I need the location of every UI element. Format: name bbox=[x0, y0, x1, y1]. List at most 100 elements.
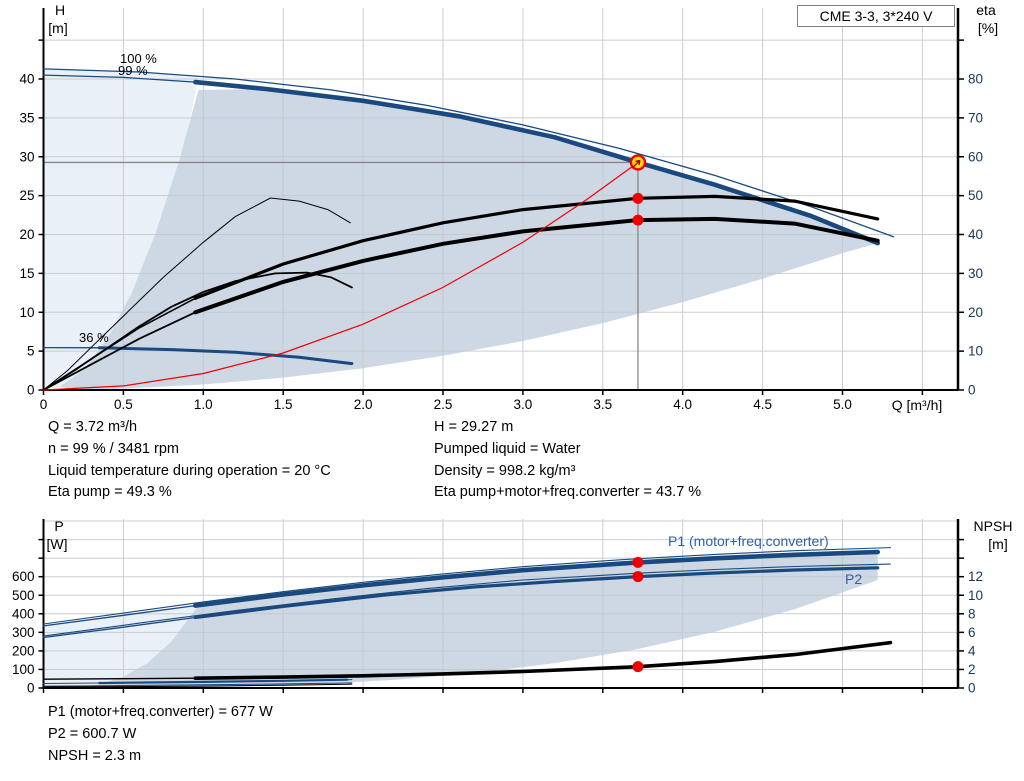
result-dot bbox=[632, 556, 644, 568]
svg-text:80: 80 bbox=[968, 72, 983, 87]
tick-labels: 0 0.5 1.0 1.5 2.0 2.5 3.0 3.5 4.0 4.5 5.0 0 5 10 15 20 2… bbox=[19, 72, 983, 413]
axes-frame bbox=[38, 519, 964, 693]
svg-text:10: 10 bbox=[968, 344, 983, 359]
p2-curve-36pct bbox=[43, 682, 353, 687]
tick-labels: 0 100 200 300 400 500 600 0 2 4 6 8 10 12 bbox=[12, 569, 983, 695]
p1-curve-36pct-preferred-range bbox=[98, 678, 349, 685]
info-line-eta-total: Eta pump+motor+freq.converter = 43.7 % bbox=[434, 484, 702, 501]
info-line-eta-pump: Eta pump = 49.3 % bbox=[48, 484, 172, 501]
gridlines bbox=[43, 519, 958, 688]
hq-curve-36pct-preferred-range bbox=[97, 346, 354, 366]
info-line-npsh: NPSH = 2.3 m bbox=[48, 747, 142, 764]
svg-text:12: 12 bbox=[968, 569, 983, 584]
curve-label: P1 (motor+freq.converter) bbox=[668, 533, 829, 549]
info-line-speed: n = 99 % / 3481 rpm bbox=[48, 440, 179, 457]
axis-label: P bbox=[54, 518, 63, 534]
eta-total-curve-99pct-preferred-range bbox=[193, 216, 880, 315]
svg-text:2.5: 2.5 bbox=[434, 397, 453, 412]
svg-text:0: 0 bbox=[40, 397, 48, 412]
svg-text:100: 100 bbox=[12, 662, 35, 677]
speed-range-light bbox=[43, 68, 199, 391]
svg-text:8: 8 bbox=[968, 606, 976, 621]
hq-curve-99pct-preferred-range bbox=[193, 79, 881, 246]
svg-text:25: 25 bbox=[19, 188, 34, 203]
svg-text:40: 40 bbox=[19, 72, 34, 87]
duty-arrow-icon bbox=[632, 159, 641, 168]
info-line-q: Q = 3.72 m³/h bbox=[48, 419, 138, 435]
curve-label: 100 % bbox=[120, 51, 157, 66]
result-dot bbox=[632, 661, 644, 673]
svg-text:4: 4 bbox=[968, 643, 976, 658]
svg-text:10: 10 bbox=[968, 588, 983, 603]
svg-text:20: 20 bbox=[19, 227, 34, 242]
svg-text:3.5: 3.5 bbox=[593, 397, 612, 412]
svg-text:70: 70 bbox=[968, 110, 983, 125]
duty-info-left: Q = 3.72 m³/h n = 99 % / 3481 rpm Liquid… bbox=[48, 417, 331, 504]
eta-pump-curve-99pct-preferred-range bbox=[193, 194, 880, 300]
svg-text:15: 15 bbox=[19, 266, 34, 281]
svg-text:3.0: 3.0 bbox=[514, 397, 533, 412]
axis-label: [m] bbox=[988, 536, 1007, 552]
axis-label: H bbox=[55, 2, 65, 18]
svg-text:2: 2 bbox=[968, 662, 976, 677]
power-npsh-chart: 0 100 200 300 400 500 600 0 2 4 6 8 10 12 P [W] NPSH [m] P… bbox=[12, 518, 1012, 696]
axis-label: [W] bbox=[47, 536, 68, 552]
svg-text:200: 200 bbox=[12, 643, 35, 658]
curve-label: 99 % bbox=[118, 63, 148, 78]
curve-label: 36 % bbox=[79, 330, 109, 345]
svg-text:300: 300 bbox=[12, 625, 35, 640]
info-line-p1: P1 (motor+freq.converter) = 677 W bbox=[48, 704, 273, 720]
svg-text:0.5: 0.5 bbox=[114, 397, 133, 412]
svg-text:600: 600 bbox=[12, 569, 35, 584]
svg-text:35: 35 bbox=[19, 110, 34, 125]
eta-pump-curve-36pct bbox=[43, 197, 351, 391]
p1-curve-99pct-preferred-range bbox=[193, 549, 881, 608]
result-dot bbox=[632, 214, 644, 226]
info-line-head: H = 29.27 m bbox=[434, 419, 514, 435]
info-line-density: Density = 998.2 kg/m³ bbox=[434, 462, 576, 479]
pump-title-box: CME 3-3, 3*240 V bbox=[797, 5, 955, 27]
svg-text:4.0: 4.0 bbox=[673, 397, 692, 412]
svg-text:0: 0 bbox=[968, 681, 976, 696]
p2-curve-99pct-preferred-range bbox=[193, 566, 880, 620]
svg-text:40: 40 bbox=[968, 227, 983, 242]
svg-text:50: 50 bbox=[968, 188, 983, 203]
svg-text:0: 0 bbox=[27, 383, 35, 398]
svg-text:30: 30 bbox=[968, 266, 983, 281]
power-info: P1 (motor+freq.converter) = 677 W P2 = 6… bbox=[48, 702, 273, 767]
info-line-temperature: Liquid temperature during operation = 20… bbox=[48, 462, 331, 479]
axis-label: [%] bbox=[978, 20, 998, 36]
npsh-curve-preferred-range bbox=[193, 640, 893, 681]
svg-text:400: 400 bbox=[12, 606, 35, 621]
svg-text:500: 500 bbox=[12, 588, 35, 603]
svg-text:60: 60 bbox=[968, 149, 983, 164]
svg-text:6: 6 bbox=[968, 625, 976, 640]
curve-label: P2 bbox=[845, 571, 862, 587]
hq-curve-100pct bbox=[42, 68, 895, 238]
npsh-curve-36pct bbox=[43, 683, 353, 688]
axis-label: NPSH bbox=[974, 518, 1013, 534]
svg-text:0: 0 bbox=[968, 383, 976, 398]
svg-text:5: 5 bbox=[27, 344, 35, 359]
p1-curve-100pct bbox=[42, 547, 891, 625]
svg-text:30: 30 bbox=[19, 149, 34, 164]
svg-text:0: 0 bbox=[27, 681, 35, 696]
svg-text:1.5: 1.5 bbox=[274, 397, 293, 412]
svg-text:10: 10 bbox=[19, 305, 34, 320]
axis-label: [m] bbox=[48, 20, 67, 36]
axes-frame bbox=[38, 8, 964, 395]
svg-text:4.5: 4.5 bbox=[753, 397, 772, 412]
system-curve bbox=[42, 161, 639, 391]
p2-curve-100pct bbox=[42, 563, 891, 637]
svg-text:2.0: 2.0 bbox=[354, 397, 373, 412]
duty-info-right: H = 29.27 m Pumped liquid = Water Densit… bbox=[434, 417, 701, 504]
svg-text:5.0: 5.0 bbox=[833, 397, 852, 412]
svg-text:20: 20 bbox=[968, 305, 983, 320]
hq-eta-chart: 0 0.5 1.0 1.5 2.0 2.5 3.0 3.5 4.0 4.5 5.0 0 5 10 15 20 2… bbox=[19, 2, 998, 413]
axis-label: eta bbox=[976, 2, 996, 18]
eta-total-curve-36pct bbox=[42, 271, 353, 391]
info-line-liquid: Pumped liquid = Water bbox=[434, 440, 581, 457]
svg-text:1.0: 1.0 bbox=[194, 397, 213, 412]
